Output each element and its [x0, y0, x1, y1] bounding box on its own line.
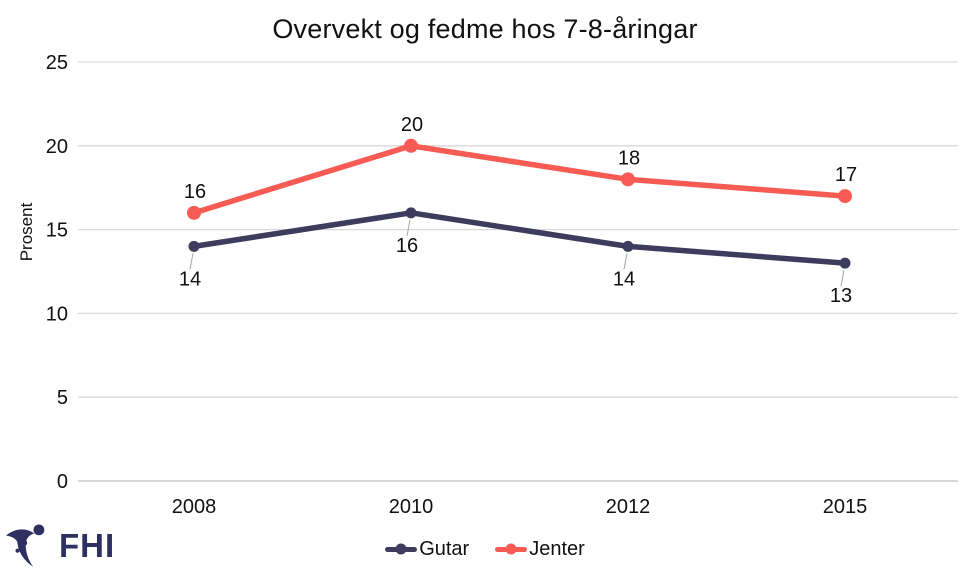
label-leader-line: [840, 270, 845, 287]
series-line-gutar: [191, 210, 848, 266]
data-point-jenter-2012: [621, 172, 635, 187]
chart-legend: Gutar Jenter: [0, 535, 970, 563]
y-tick-label: 15: [46, 220, 68, 242]
legend-label: Gutar: [419, 537, 470, 560]
legend-marker-icon: [495, 543, 528, 555]
label-leader-line: [623, 253, 628, 270]
data-point-jenter-2010: [404, 138, 418, 153]
data-label-jenter: 20: [401, 114, 423, 136]
legend-marker-dot: [505, 543, 517, 555]
y-tick-label: 5: [57, 387, 68, 409]
fhi-logo: FHI: [4, 521, 115, 571]
data-label-gutar: 14: [179, 268, 201, 290]
y-tick-label: 10: [46, 303, 68, 325]
legend-item-gutar: Gutar: [385, 538, 469, 561]
x-tick-label: 2010: [389, 496, 434, 518]
x-tick-label: 2012: [606, 496, 651, 518]
label-leader-line: [406, 219, 411, 236]
legend-label: Jenter: [529, 537, 585, 560]
data-label-jenter: 18: [618, 147, 640, 169]
chart-title: Overvekt og fedme hos 7-8-åringar: [272, 14, 698, 44]
x-tick-label: 2015: [823, 496, 868, 518]
data-point-gutar-2015: [839, 257, 851, 269]
data-point-jenter-2015: [838, 189, 852, 204]
fhi-logo-text: FHI: [59, 527, 116, 564]
data-point-gutar-2010: [405, 207, 417, 219]
series-line-jenter: [191, 143, 848, 216]
y-tick-label: 25: [46, 52, 68, 74]
y-tick-label: 20: [46, 136, 68, 158]
legend-marker-dot: [395, 543, 407, 555]
x-tick-label: 2008: [172, 496, 217, 518]
data-point-gutar-2012: [622, 240, 634, 252]
data-label-gutar: 13: [830, 285, 852, 307]
legend-item-jenter: Jenter: [495, 538, 585, 561]
legend-marker-icon: [385, 543, 418, 555]
label-leader-line: [189, 253, 194, 270]
data-label-jenter: 16: [184, 181, 206, 203]
data-label-jenter: 17: [835, 164, 857, 186]
fhi-logo-icon: [6, 524, 45, 567]
y-tick-label: 0: [57, 471, 68, 493]
data-label-gutar: 14: [613, 268, 635, 290]
data-label-gutar: 16: [396, 235, 418, 257]
data-point-gutar-2008: [188, 240, 200, 252]
data-point-jenter-2008: [187, 205, 201, 220]
